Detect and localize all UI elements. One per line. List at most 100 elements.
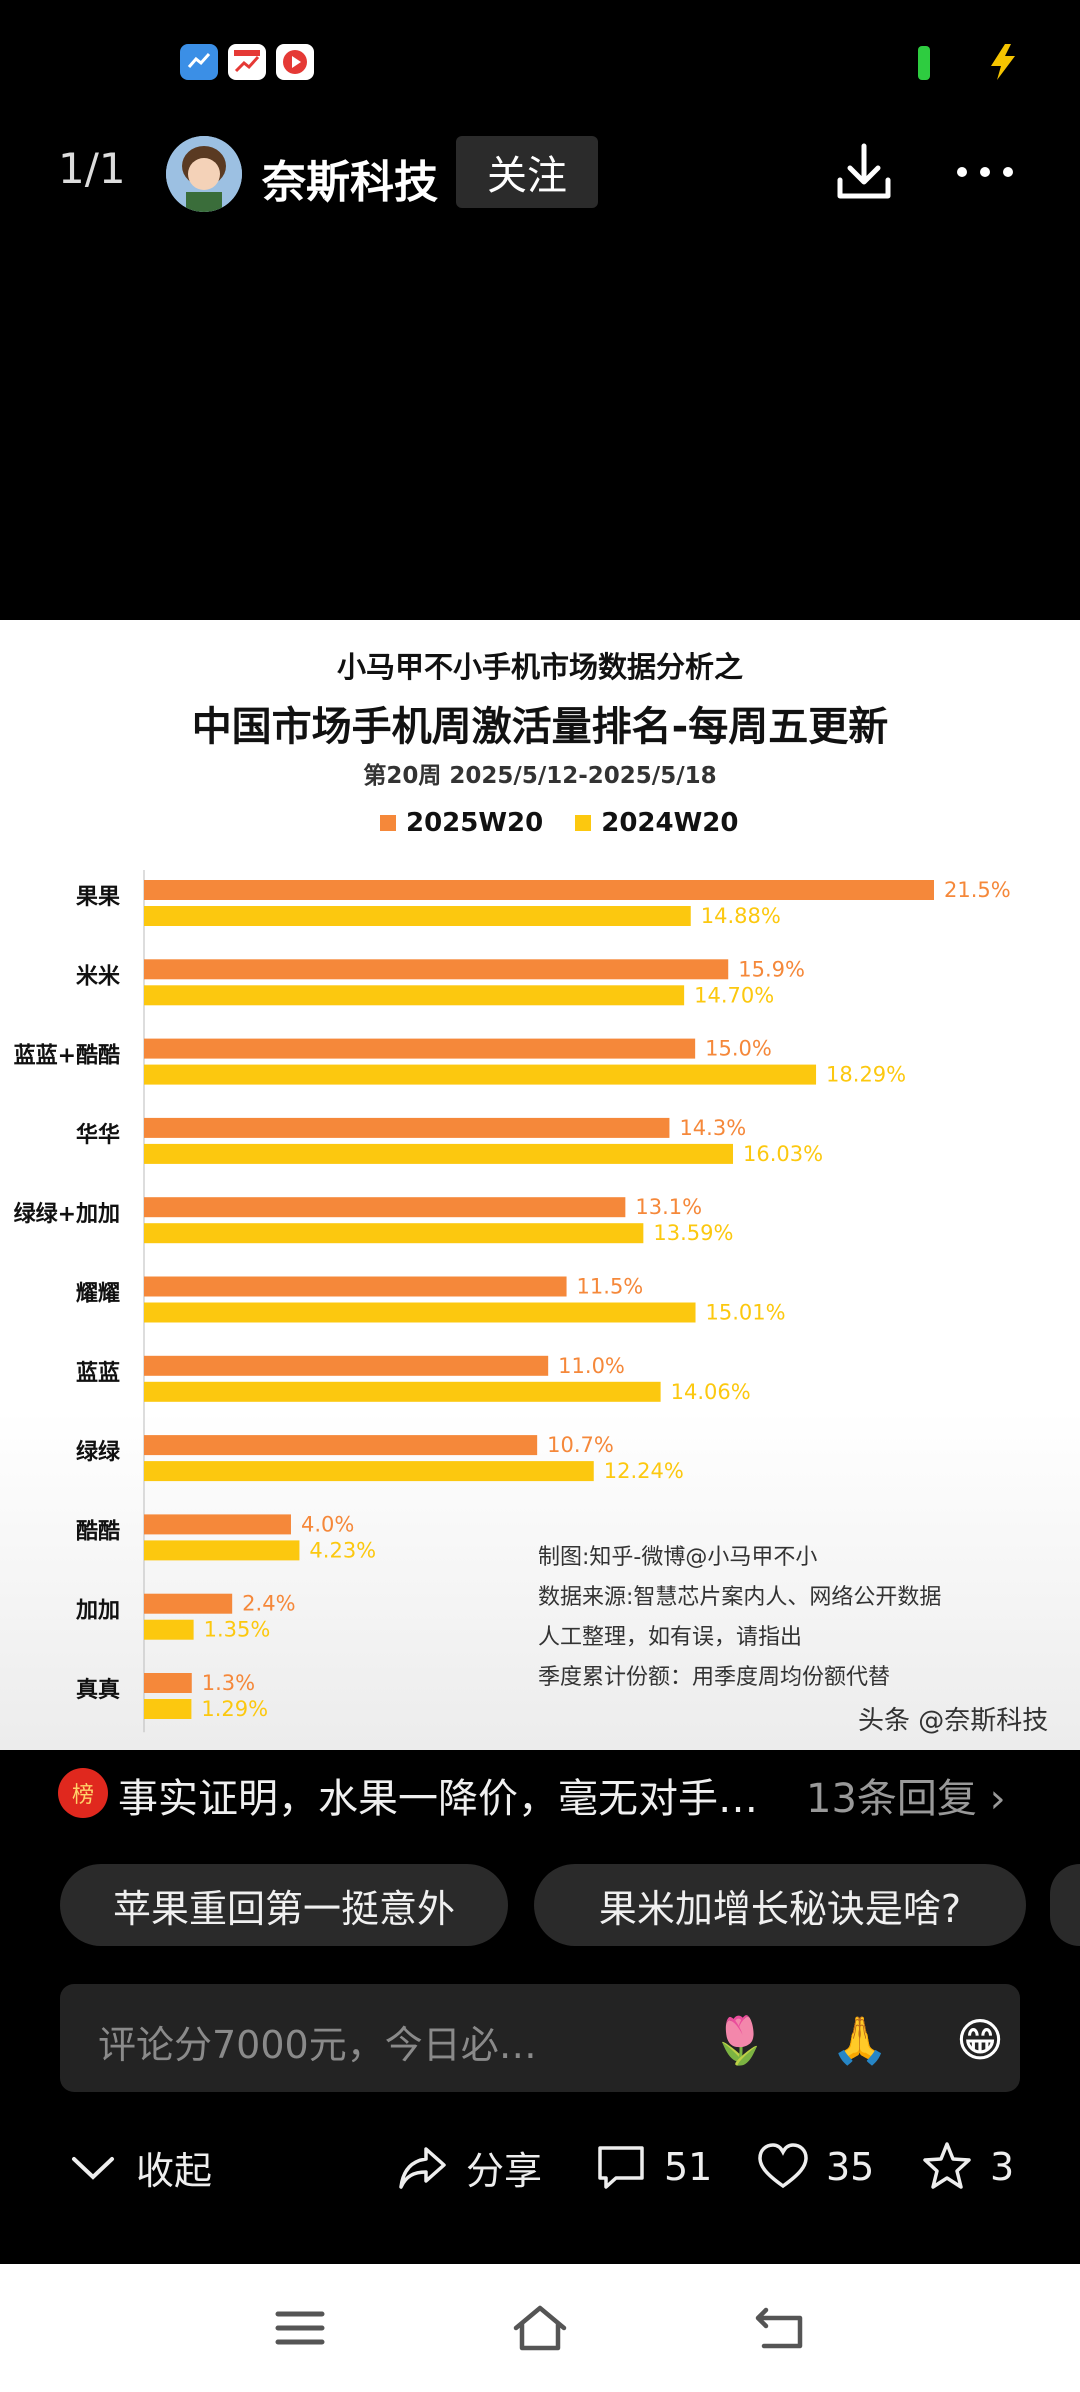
- hot-comment-badge: 榜: [58, 1768, 108, 1818]
- favorite-count: 3: [990, 2145, 1015, 2189]
- data-label-2025W20: 1.3%: [202, 1671, 255, 1695]
- battery-indicator: [918, 46, 930, 80]
- bar-2025W20: [144, 1276, 567, 1297]
- bar-2025W20: [144, 1514, 291, 1535]
- share-icon: [399, 2146, 446, 2189]
- charging-bolt-icon: [991, 44, 1015, 80]
- category-label: 加加: [75, 1599, 120, 1624]
- category-label: 酷酷: [76, 1519, 120, 1544]
- bar-2025W20: [144, 1117, 670, 1138]
- data-label-2024W20: 1.29%: [201, 1697, 268, 1721]
- legend-item-2025: 2025W20: [380, 808, 543, 838]
- data-label-2025W20: 15.9%: [738, 957, 805, 981]
- comment-count: 51: [664, 2145, 713, 2189]
- page-counter: 1/1: [58, 144, 126, 193]
- share-label: 分享: [466, 2149, 543, 2193]
- bar-2024W20: [144, 985, 685, 1006]
- chart-note: 数据来源:智慧芯片案内人、网络公开数据: [538, 1585, 942, 1610]
- data-label-2024W20: 4.23%: [309, 1538, 376, 1562]
- source-watermark: 头条 @奈斯科技: [858, 1706, 1049, 1736]
- chart-note: 季度累计份额：用季度周均份额代替: [538, 1665, 891, 1690]
- chart-note: 人工整理，如有误，请指出: [538, 1625, 803, 1650]
- pray-emoji-icon[interactable]: 🙏: [831, 2012, 889, 2067]
- bar-2024W20: [144, 906, 691, 926]
- chart-image[interactable]: 小马甲不小手机市场数据分析之 中国市场手机周激活量排名-每周五更新 第20周 2…: [0, 620, 1080, 1750]
- legend-swatch-2024: [575, 815, 592, 831]
- data-label-2024W20: 12.24%: [604, 1459, 684, 1483]
- grin-emoji-icon[interactable]: 😁: [956, 2013, 1004, 2067]
- comment-bubble-icon: [598, 2146, 644, 2189]
- bar-2024W20: [144, 1064, 817, 1085]
- author-avatar[interactable]: [166, 136, 242, 212]
- legend-label-2025: 2025W20: [406, 808, 544, 838]
- bar-2024W20: [144, 1223, 644, 1244]
- chart-legend: 2025W20 2024W20: [380, 808, 738, 838]
- data-label-2025W20: 11.5%: [577, 1275, 644, 1299]
- comments-button[interactable]: 51: [594, 2140, 712, 2194]
- follow-button[interactable]: 关注: [456, 136, 598, 208]
- system-nav-bar: [0, 2264, 1080, 2392]
- like-button[interactable]: 35: [756, 2140, 874, 2194]
- star-icon: [923, 2142, 971, 2189]
- download-icon[interactable]: [834, 140, 894, 204]
- category-label: 绿绿+加加: [14, 1201, 120, 1227]
- stock-app-icon: [228, 44, 266, 80]
- legend-swatch-2025: [380, 815, 396, 831]
- category-label: 果果: [76, 885, 120, 910]
- chart-week-range: 第20周 2025/5/12-2025/5/18: [363, 763, 717, 789]
- bar-2025W20: [144, 1355, 549, 1376]
- data-label-2024W20: 14.06%: [671, 1380, 751, 1404]
- topic-chip-overflow[interactable]: [1050, 1864, 1080, 1946]
- comment-input-placeholder: 评论分7000元，今日必…: [98, 2023, 537, 2067]
- legend-item-2024: 2024W20: [575, 808, 738, 838]
- bar-2024W20: [144, 1302, 696, 1323]
- category-label: 蓝蓝+酷酷: [14, 1044, 120, 1069]
- back-icon[interactable]: [752, 2300, 812, 2356]
- data-label-2025W20: 14.3%: [679, 1116, 746, 1140]
- data-label-2025W20: 4.0%: [301, 1512, 354, 1536]
- bar-2025W20: [144, 1673, 192, 1693]
- data-label-2024W20: 14.70%: [694, 983, 774, 1007]
- bar-2025W20: [144, 959, 729, 980]
- menu-icon[interactable]: [270, 2300, 330, 2356]
- data-label-2024W20: 16.03%: [743, 1142, 823, 1166]
- comment-input[interactable]: 评论分7000元，今日必… 🌷 🙏 😁: [60, 1984, 1020, 2092]
- category-label: 绿绿: [76, 1439, 121, 1465]
- favorite-button[interactable]: 3: [920, 2140, 1014, 2194]
- data-label-2024W20: 13.59%: [653, 1221, 733, 1245]
- collapse-label: 收起: [136, 2149, 213, 2193]
- author-name[interactable]: 奈斯科技: [262, 157, 438, 208]
- video-app-icon: [276, 44, 314, 80]
- tulip-emoji-icon[interactable]: 🌷: [711, 2012, 769, 2067]
- comment-preview-text[interactable]: 事实证明，水果一降价，毫无对手…: [118, 1776, 758, 1822]
- heart-icon: [758, 2143, 808, 2189]
- bar-chart: 果果 21.5% 14.88% 米米 15.9%14.70% 蓝蓝+酷酷 15.0% 18.2…: [14, 870, 1011, 1733]
- chevron-down-icon: [72, 2156, 114, 2180]
- bar-2024W20: [144, 1381, 661, 1402]
- data-label-2025W20: 13.1%: [635, 1195, 702, 1219]
- chart-notes: 制图:知乎-微博@小马甲不小 数据来源:智慧芯片案内人、网络公开数据 人工整理，…: [538, 1538, 941, 1698]
- bar-2024W20: [144, 1461, 594, 1482]
- collapse-button[interactable]: 收起: [66, 2140, 212, 2195]
- chart-note: 制图:知乎-微博@小马甲不小: [538, 1545, 818, 1570]
- legend-label-2024: 2024W20: [601, 808, 739, 838]
- category-label: 米米: [76, 964, 121, 989]
- chart-subtitle: 小马甲不小手机市场数据分析之: [336, 650, 743, 684]
- data-label-2024W20: 14.88%: [701, 904, 781, 928]
- data-label-2024W20: 1.35%: [204, 1618, 271, 1642]
- bar-2025W20: [144, 1435, 538, 1456]
- bar-2025W20: [144, 1197, 626, 1218]
- home-icon[interactable]: [510, 2300, 570, 2356]
- bar-2024W20: [144, 1699, 192, 1719]
- category-label: 真真: [76, 1677, 120, 1703]
- category-label: 华华: [76, 1122, 120, 1148]
- share-button[interactable]: 分享: [396, 2140, 542, 2195]
- topic-chip[interactable]: 果米加增长秘诀是啥?: [534, 1864, 1026, 1946]
- more-options-icon[interactable]: [952, 150, 1018, 194]
- category-label: 蓝蓝: [76, 1361, 120, 1386]
- data-label-2025W20: 2.4%: [242, 1592, 295, 1616]
- bar-2024W20: [144, 1619, 194, 1640]
- topic-chip[interactable]: 苹果重回第一挺意外: [60, 1864, 508, 1946]
- comment-reply-count[interactable]: 13条回复 ›: [806, 1776, 1006, 1822]
- bar-2025W20: [144, 880, 934, 900]
